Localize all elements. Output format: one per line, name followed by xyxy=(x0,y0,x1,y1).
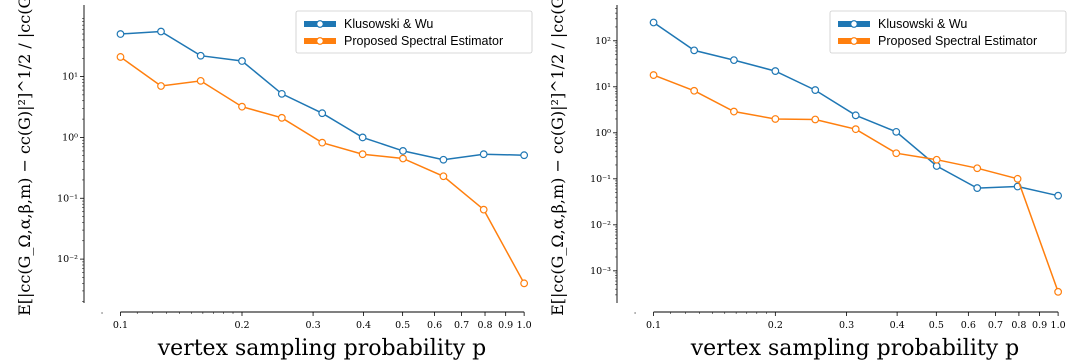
data-point xyxy=(690,46,699,55)
chart-panel-2: 0.1 0.2 0.3 0.4 0.5 0.6 0.7 0.8 0.9 1.0 10⁻³ 10⁻² 10… xyxy=(548,0,1067,361)
series-line xyxy=(653,74,1059,293)
legend-label: Klusowski & Wu xyxy=(344,17,433,31)
legend-box xyxy=(295,10,533,54)
data-point xyxy=(439,172,448,181)
x-tick-label: 0.9 xyxy=(498,320,513,331)
x-axis-label: vertex sampling probability p xyxy=(157,336,486,361)
data-point xyxy=(973,164,982,173)
data-point xyxy=(1054,287,1063,296)
y-tick-label: 10² xyxy=(595,36,611,47)
data-point xyxy=(730,56,738,65)
data-point xyxy=(730,107,738,116)
data-point xyxy=(358,133,367,142)
data-point xyxy=(520,151,529,160)
data-point xyxy=(892,149,901,158)
data-point xyxy=(649,71,658,79)
plot-marks xyxy=(649,18,1063,296)
x-tick-label: 0.1 xyxy=(646,320,661,331)
data-point xyxy=(277,89,286,98)
data-point xyxy=(479,205,488,214)
x-tick-label: 0.3 xyxy=(306,320,321,331)
data-point xyxy=(196,76,205,85)
data-point xyxy=(238,102,246,111)
y-tick-label: 10⁻¹ xyxy=(590,174,611,185)
x-tick-label: 0.3 xyxy=(839,320,854,331)
x-tick-label: 0.2 xyxy=(768,320,783,331)
y-tick-label: 10⁰ xyxy=(62,132,78,143)
data-point xyxy=(690,86,699,95)
y-tick-label: 10¹ xyxy=(62,72,78,83)
y-tick-label: 10⁻² xyxy=(590,220,611,231)
data-point xyxy=(1054,191,1063,200)
data-point xyxy=(439,155,448,164)
y-tick-label: 10⁰ xyxy=(595,128,611,139)
x-tick-label: 0.5 xyxy=(929,320,944,331)
legend-label: Proposed Spectral Estimator xyxy=(344,34,503,48)
axes-frame: 0.1 0.2 0.3 0.4 0.5 0.6 0.7 0.8 0.9 1.0 10⁻³ 10⁻² 10… xyxy=(590,5,1066,331)
data-point xyxy=(851,111,860,120)
x-tick-label: 0.7 xyxy=(988,320,1003,331)
x-tick-label: 0.6 xyxy=(961,320,976,331)
legend: Klusowski & Wu Proposed Spectral Estimato… xyxy=(829,10,1067,54)
data-point xyxy=(771,67,780,75)
data-point xyxy=(157,27,165,36)
series-line xyxy=(120,56,525,284)
legend-marker xyxy=(850,20,858,28)
data-point xyxy=(238,57,246,65)
x-tick-label: 0.7 xyxy=(454,320,469,331)
x-tick-label: 0.2 xyxy=(234,320,249,331)
x-tick-label: 0.8 xyxy=(1011,320,1026,331)
data-point xyxy=(973,184,982,192)
x-tick-label: 0.8 xyxy=(477,320,492,331)
data-point xyxy=(358,150,367,159)
x-tick-label: 0.4 xyxy=(356,320,371,331)
data-point xyxy=(318,109,327,118)
y-axis-label: E[|cc(G_Ω,α,β,m) − cc(G)|²]^1/2 / |cc(G)… xyxy=(548,0,567,316)
y-tick-label: 10⁻¹ xyxy=(57,193,78,204)
y-tick-label: 10⁻² xyxy=(57,254,78,265)
data-point xyxy=(520,279,529,288)
plot-marks xyxy=(116,27,529,288)
x-tick-label: 0.4 xyxy=(890,320,905,331)
legend-label: Proposed Spectral Estimator xyxy=(878,34,1037,48)
data-point xyxy=(157,82,165,90)
data-point xyxy=(932,162,941,170)
data-point xyxy=(851,125,860,134)
y-tick-label: 10¹ xyxy=(595,82,611,93)
legend-box xyxy=(829,10,1067,54)
data-point xyxy=(318,138,327,147)
data-point xyxy=(399,147,407,155)
legend-label: Klusowski & Wu xyxy=(878,17,967,31)
data-point xyxy=(649,18,658,27)
x-tick-label: 0.5 xyxy=(395,320,410,331)
x-axis-label: vertex sampling probability p xyxy=(690,336,1019,361)
data-point xyxy=(1013,174,1022,183)
chart-panel-1: 0.1 0.2 0.3 0.4 0.5 0.6 0.7 0.8 0.9 1.0 10⁻² 10⁻¹ 10… xyxy=(15,0,533,361)
legend-marker xyxy=(316,37,324,45)
x-tick-label: 1.0 xyxy=(1051,320,1066,331)
y-tick-label: 10⁻³ xyxy=(590,266,611,277)
legend: Klusowski & Wu Proposed Spectral Estimato… xyxy=(295,10,533,54)
x-tick-label: 0.1 xyxy=(113,320,128,331)
legend-marker xyxy=(850,37,858,45)
data-point xyxy=(399,154,407,163)
legend-marker xyxy=(316,20,324,28)
data-point xyxy=(811,86,820,94)
x-tick-label: 0.6 xyxy=(427,320,442,331)
data-point xyxy=(196,51,205,60)
data-point xyxy=(892,127,901,136)
data-point xyxy=(771,115,780,123)
data-point xyxy=(479,150,488,159)
data-point xyxy=(932,155,941,164)
x-tick-label: 0.9 xyxy=(1032,320,1047,331)
data-point xyxy=(277,113,286,122)
y-axis-label: E[|cc(G_Ω,α,β,m) − cc(G)|²]^1/2 / |cc(G)… xyxy=(15,0,34,316)
data-point xyxy=(116,30,125,38)
axes-frame: 0.1 0.2 0.3 0.4 0.5 0.6 0.7 0.8 0.9 1.0 10⁻² 10⁻¹ 10… xyxy=(57,5,532,331)
data-point xyxy=(116,53,125,61)
data-point xyxy=(811,115,820,124)
x-tick-label: 1.0 xyxy=(517,320,532,331)
